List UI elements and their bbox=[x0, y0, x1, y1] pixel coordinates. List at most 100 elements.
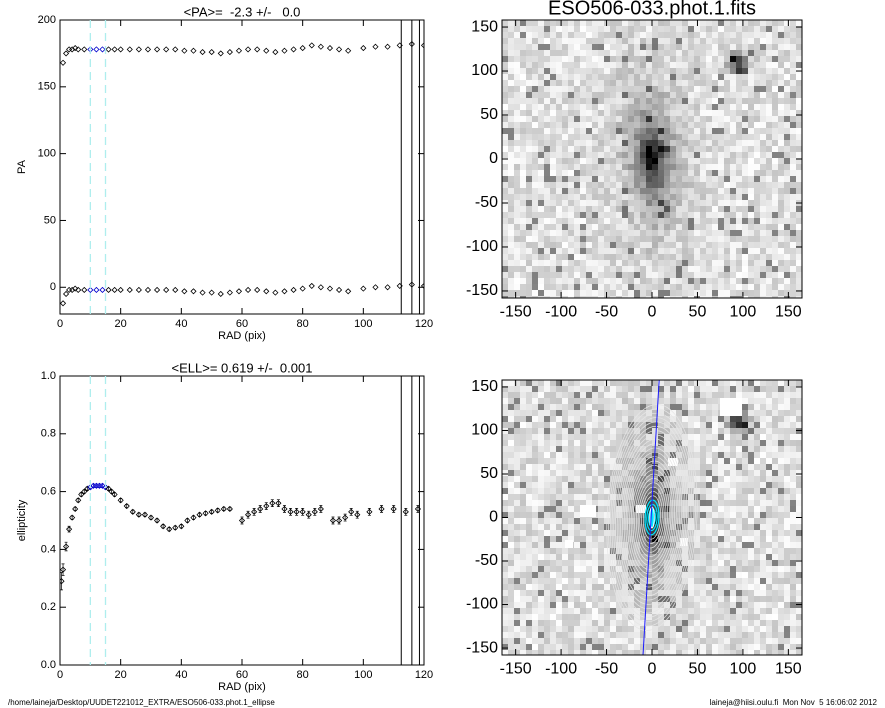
image-pixel bbox=[604, 110, 610, 116]
x-tick-label: 60 bbox=[236, 318, 248, 330]
image-pixel bbox=[616, 626, 622, 632]
image-pixel bbox=[706, 272, 712, 278]
image-pixel bbox=[556, 104, 562, 110]
image-pixel bbox=[706, 476, 712, 482]
image-pixel bbox=[622, 398, 628, 404]
image-pixel bbox=[712, 284, 718, 290]
image-pixel bbox=[502, 404, 508, 410]
image-pixel bbox=[586, 560, 592, 566]
image-pixel bbox=[694, 278, 700, 284]
image-pixel bbox=[670, 410, 676, 416]
image-pixel bbox=[676, 506, 682, 512]
image-pixel bbox=[520, 86, 526, 92]
image-pixel bbox=[610, 602, 616, 608]
image-pixel bbox=[508, 248, 514, 254]
image-pixel bbox=[586, 50, 592, 56]
image-pixel bbox=[736, 218, 742, 224]
image-pixel bbox=[760, 494, 766, 500]
image-pixel bbox=[514, 86, 520, 92]
image-pixel bbox=[580, 26, 586, 32]
image-pixel bbox=[706, 620, 712, 626]
image-pixel bbox=[778, 608, 784, 614]
image-pixel bbox=[556, 512, 562, 518]
image-pixel bbox=[640, 512, 646, 518]
image-pixel bbox=[520, 110, 526, 116]
image-pixel bbox=[658, 266, 664, 272]
image-pixel bbox=[622, 194, 628, 200]
image-pixel bbox=[508, 122, 514, 128]
image-pixel bbox=[520, 404, 526, 410]
image-pixel bbox=[652, 482, 658, 488]
image-pixel bbox=[772, 38, 778, 44]
image-pixel bbox=[682, 230, 688, 236]
image-pixel bbox=[658, 62, 664, 68]
x-tick-label: 150 bbox=[775, 304, 802, 321]
image-pixel bbox=[748, 32, 754, 38]
image-pixel bbox=[592, 578, 598, 584]
image-pixel bbox=[706, 632, 712, 638]
image-pixel bbox=[718, 224, 724, 230]
image-pixel bbox=[748, 44, 754, 50]
image-pixel bbox=[796, 176, 802, 182]
image-pixel bbox=[508, 644, 514, 650]
image-pixel bbox=[622, 458, 628, 464]
image-pixel bbox=[796, 62, 802, 68]
image-pixel bbox=[592, 458, 598, 464]
image-pixel bbox=[520, 218, 526, 224]
image-pixel bbox=[526, 404, 532, 410]
image-pixel bbox=[688, 470, 694, 476]
image-pixel bbox=[556, 638, 562, 644]
image-pixel bbox=[718, 608, 724, 614]
image-pixel bbox=[796, 596, 802, 602]
data-point bbox=[196, 511, 203, 518]
image-pixel bbox=[736, 224, 742, 230]
image-pixel bbox=[730, 542, 736, 548]
image-pixel bbox=[628, 386, 634, 392]
image-pixel bbox=[514, 638, 520, 644]
image-pixel bbox=[784, 506, 790, 512]
image-pixel bbox=[748, 218, 754, 224]
image-pixel bbox=[796, 566, 802, 572]
data-point bbox=[226, 49, 233, 56]
image-pixel bbox=[658, 212, 664, 218]
image-pixel bbox=[742, 626, 748, 632]
image-pixel bbox=[502, 590, 508, 596]
image-pixel bbox=[748, 464, 754, 470]
image-pixel bbox=[628, 74, 634, 80]
image-pixel bbox=[742, 494, 748, 500]
image-pixel bbox=[652, 92, 658, 98]
image-pixel bbox=[562, 230, 568, 236]
image-pixel bbox=[778, 488, 784, 494]
image-pixel bbox=[712, 602, 718, 608]
image-pixel bbox=[670, 20, 676, 26]
image-pixel bbox=[658, 488, 664, 494]
image-pixel bbox=[514, 404, 520, 410]
image-pixel bbox=[550, 458, 556, 464]
image-pixel bbox=[682, 290, 688, 296]
image-pixel bbox=[658, 296, 664, 298]
image-pixel bbox=[520, 398, 526, 404]
image-pixel bbox=[700, 548, 706, 554]
image-pixel bbox=[724, 542, 730, 548]
image-pixel bbox=[736, 614, 742, 620]
image-pixel bbox=[628, 602, 634, 608]
image-pixel bbox=[538, 128, 544, 134]
image-pixel bbox=[550, 434, 556, 440]
image-pixel bbox=[556, 236, 562, 242]
image-pixel bbox=[532, 638, 538, 644]
image-pixel bbox=[598, 650, 604, 655]
data-point bbox=[105, 485, 112, 492]
image-pixel bbox=[760, 440, 766, 446]
image-pixel bbox=[742, 164, 748, 170]
x-tick-label: 100 bbox=[730, 304, 757, 321]
image-pixel bbox=[598, 44, 604, 50]
image-pixel bbox=[772, 104, 778, 110]
image-pixel bbox=[520, 428, 526, 434]
image-pixel bbox=[676, 470, 682, 476]
image-pixel bbox=[580, 284, 586, 290]
image-pixel bbox=[682, 212, 688, 218]
image-pixel bbox=[712, 434, 718, 440]
image-pixel bbox=[766, 644, 772, 650]
image-pixel bbox=[616, 506, 622, 512]
image-pixel bbox=[634, 104, 640, 110]
